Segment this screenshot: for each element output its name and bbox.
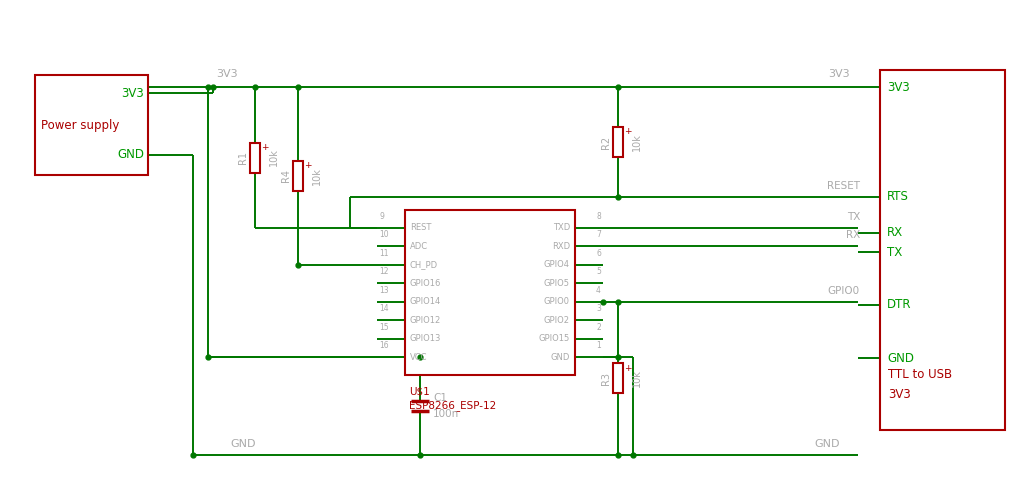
Text: 3V3: 3V3 <box>888 388 910 401</box>
Text: GPIO12: GPIO12 <box>410 316 441 324</box>
Text: 1: 1 <box>596 341 601 350</box>
Text: 4: 4 <box>596 286 601 295</box>
Text: TTL to USB: TTL to USB <box>888 369 952 381</box>
Text: +: + <box>261 143 268 152</box>
Text: REST: REST <box>410 223 431 232</box>
Text: GPIO13: GPIO13 <box>410 334 441 343</box>
Text: GPIO0: GPIO0 <box>827 286 860 296</box>
Text: 16: 16 <box>379 341 389 350</box>
Text: 3V3: 3V3 <box>887 80 909 94</box>
Text: 8: 8 <box>596 212 601 221</box>
Text: CH_PD: CH_PD <box>410 261 438 270</box>
Bar <box>35 75 148 175</box>
Text: 3V3: 3V3 <box>828 69 850 79</box>
Text: R4: R4 <box>281 170 291 183</box>
Text: 100n: 100n <box>433 409 459 419</box>
Text: RXD: RXD <box>552 242 570 251</box>
Text: GND: GND <box>551 353 570 362</box>
Text: 2: 2 <box>596 322 601 331</box>
Text: +: + <box>624 364 632 373</box>
Text: DTR: DTR <box>887 298 911 311</box>
Text: R3: R3 <box>601 372 611 385</box>
Text: VCC: VCC <box>410 353 427 362</box>
Text: 11: 11 <box>379 249 388 258</box>
Text: GPIO2: GPIO2 <box>544 316 570 324</box>
Text: +: + <box>304 161 311 171</box>
Bar <box>880 70 1005 430</box>
Text: 3: 3 <box>596 304 601 313</box>
Bar <box>293 161 303 191</box>
Text: TXD: TXD <box>553 223 570 232</box>
Text: GPIO14: GPIO14 <box>410 297 441 306</box>
Text: GND: GND <box>887 352 914 365</box>
Text: C1: C1 <box>433 393 447 403</box>
Text: RX: RX <box>887 226 903 239</box>
Text: 7: 7 <box>596 230 601 239</box>
Text: 13: 13 <box>379 286 389 295</box>
Text: GND: GND <box>230 439 256 449</box>
Text: 3V3: 3V3 <box>121 87 144 100</box>
Text: RX: RX <box>846 230 860 240</box>
Bar <box>406 210 575 375</box>
Text: 10: 10 <box>379 230 389 239</box>
Text: 5: 5 <box>596 267 601 276</box>
Text: 9: 9 <box>379 212 384 221</box>
Text: GPIO0: GPIO0 <box>544 297 570 306</box>
Text: 12: 12 <box>379 267 388 276</box>
Text: GPIO16: GPIO16 <box>410 279 441 288</box>
Bar <box>250 142 260 173</box>
Text: RTS: RTS <box>887 191 909 204</box>
Text: +: + <box>624 127 632 136</box>
Text: GND: GND <box>814 439 840 449</box>
Text: ADC: ADC <box>410 242 428 251</box>
Text: GPIO15: GPIO15 <box>539 334 570 343</box>
Text: TX: TX <box>887 245 902 259</box>
Text: 10k: 10k <box>312 167 322 185</box>
Text: Power supply: Power supply <box>41 119 120 131</box>
Bar <box>613 363 623 393</box>
Text: 6: 6 <box>596 249 601 258</box>
Text: ESP8266_ESP-12: ESP8266_ESP-12 <box>409 400 497 411</box>
Text: GND: GND <box>117 148 144 161</box>
Text: 10k: 10k <box>632 133 642 151</box>
Text: 14: 14 <box>379 304 389 313</box>
Text: 10k: 10k <box>632 369 642 387</box>
Text: U$1: U$1 <box>409 387 430 397</box>
Text: GPIO4: GPIO4 <box>544 261 570 270</box>
Bar <box>613 127 623 157</box>
Text: 15: 15 <box>379 322 389 331</box>
Text: R2: R2 <box>601 135 611 148</box>
Text: GPIO5: GPIO5 <box>544 279 570 288</box>
Text: 10k: 10k <box>269 148 279 166</box>
Text: 3V3: 3V3 <box>216 69 238 79</box>
Text: RESET: RESET <box>827 181 860 191</box>
Text: TX: TX <box>847 212 860 222</box>
Text: R1: R1 <box>238 151 248 164</box>
